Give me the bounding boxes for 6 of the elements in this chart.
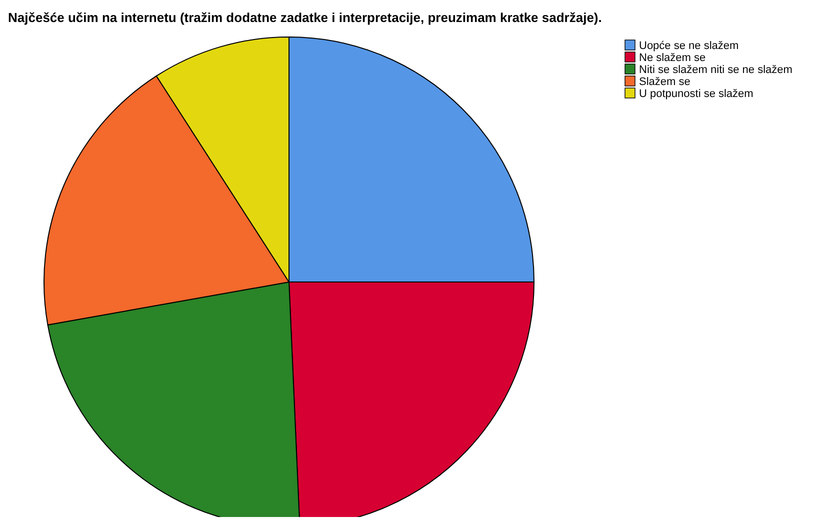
chart-title: Najčešće učim na internetu (tražim dodatne zadatke i interpretacije, preuzimam kratke sadržaje). xyxy=(8,10,602,25)
legend-label: Niti se slažem niti se ne slažem xyxy=(639,64,792,76)
legend-label: Uopće se ne slažem xyxy=(639,40,739,52)
legend-label: Ne slažem se xyxy=(639,52,706,64)
legend-label: Slažem se xyxy=(639,76,690,88)
legend-label: U potpunosti se slažem xyxy=(639,88,754,100)
